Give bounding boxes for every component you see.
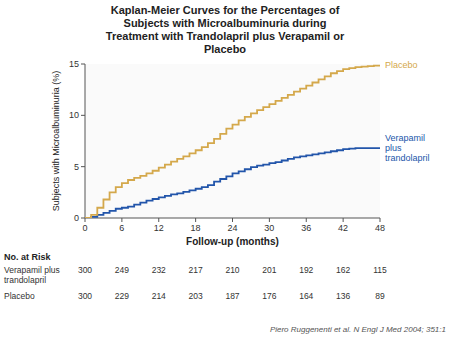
series-label: Verapamilplustrandolapril (385, 133, 430, 163)
x-tick-label: 30 (264, 223, 274, 233)
at-risk-header: No. at Risk (4, 252, 52, 262)
y-tick-label: 15 (69, 59, 79, 69)
step-line (85, 65, 380, 218)
x-tick-label: 24 (227, 223, 237, 233)
at-risk-value: 217 (189, 265, 203, 275)
text-line: Verapamil (385, 133, 425, 143)
at-risk-value: 249 (115, 265, 129, 275)
x-tick-label: 12 (154, 223, 164, 233)
footnote: Piero Ruggenenti et al. N Engl J Med 200… (270, 325, 446, 334)
x-tick (232, 218, 233, 222)
y-tick (81, 166, 85, 167)
y-tick (81, 218, 85, 219)
y-tick (81, 115, 85, 116)
text-line: trandolapril (4, 275, 46, 285)
text-line: Placebo (4, 291, 35, 301)
x-tick (306, 218, 307, 222)
at-risk-value: 229 (115, 291, 129, 301)
text-line: trandolapril (385, 153, 430, 163)
y-axis-line (85, 64, 86, 218)
plot-area (85, 64, 380, 218)
at-risk-value: 300 (78, 291, 92, 301)
at-risk-value: 115 (373, 265, 387, 275)
text-line: Placebo (204, 43, 246, 55)
at-risk-value: 203 (189, 291, 203, 301)
y-tick-label: 5 (74, 162, 79, 172)
at-risk-row-label: Placebo (4, 291, 35, 301)
at-risk-value: 210 (225, 265, 239, 275)
text-line: Treatment with Trandolapril plus Verapam… (106, 30, 345, 42)
x-tick (85, 218, 86, 222)
x-tick-label: 36 (301, 223, 311, 233)
chart: Kaplan-Meier Curves for the Percentages … (0, 0, 450, 338)
at-risk-row-label: Verapamil plustrandolapril (4, 265, 60, 285)
y-axis-label: Subjects with Microalbuminuria (%) (51, 71, 61, 212)
at-risk-value: 232 (152, 265, 166, 275)
x-tick-label: 6 (119, 223, 124, 233)
x-tick-label: 48 (375, 223, 385, 233)
x-tick (380, 218, 381, 222)
x-tick (343, 218, 344, 222)
at-risk-value: 176 (262, 291, 276, 301)
text-line: Kaplan-Meier Curves for the Percentages … (111, 4, 340, 16)
at-risk-value: 89 (375, 291, 385, 301)
at-risk-value: 187 (225, 291, 239, 301)
at-risk-value: 214 (152, 291, 166, 301)
x-tick (195, 218, 196, 222)
text-line: plus (385, 143, 402, 153)
at-risk-value: 136 (336, 291, 350, 301)
at-risk-value: 162 (336, 265, 350, 275)
x-axis-label: Follow-up (months) (186, 236, 279, 247)
x-tick (158, 218, 159, 222)
series-group (85, 65, 380, 218)
at-risk-value: 164 (299, 291, 313, 301)
y-tick-label: 10 (69, 110, 79, 120)
x-tick (269, 218, 270, 222)
y-tick (81, 64, 85, 65)
text-line: Subjects with Microalbuminuria during (124, 17, 327, 29)
at-risk-value: 201 (262, 265, 276, 275)
at-risk-value: 192 (299, 265, 313, 275)
x-tick-label: 42 (338, 223, 348, 233)
title: Kaplan-Meier Curves for the Percentages … (106, 4, 345, 55)
step-line (85, 148, 380, 218)
text-line: Verapamil plus (4, 265, 60, 275)
series-label: Placebo (385, 60, 418, 70)
text-line: Placebo (385, 60, 418, 70)
y-tick-label: 0 (74, 213, 79, 223)
x-tick-label: 18 (191, 223, 201, 233)
at-risk-value: 300 (78, 265, 92, 275)
x-tick-label: 0 (82, 223, 87, 233)
x-tick (121, 218, 122, 222)
